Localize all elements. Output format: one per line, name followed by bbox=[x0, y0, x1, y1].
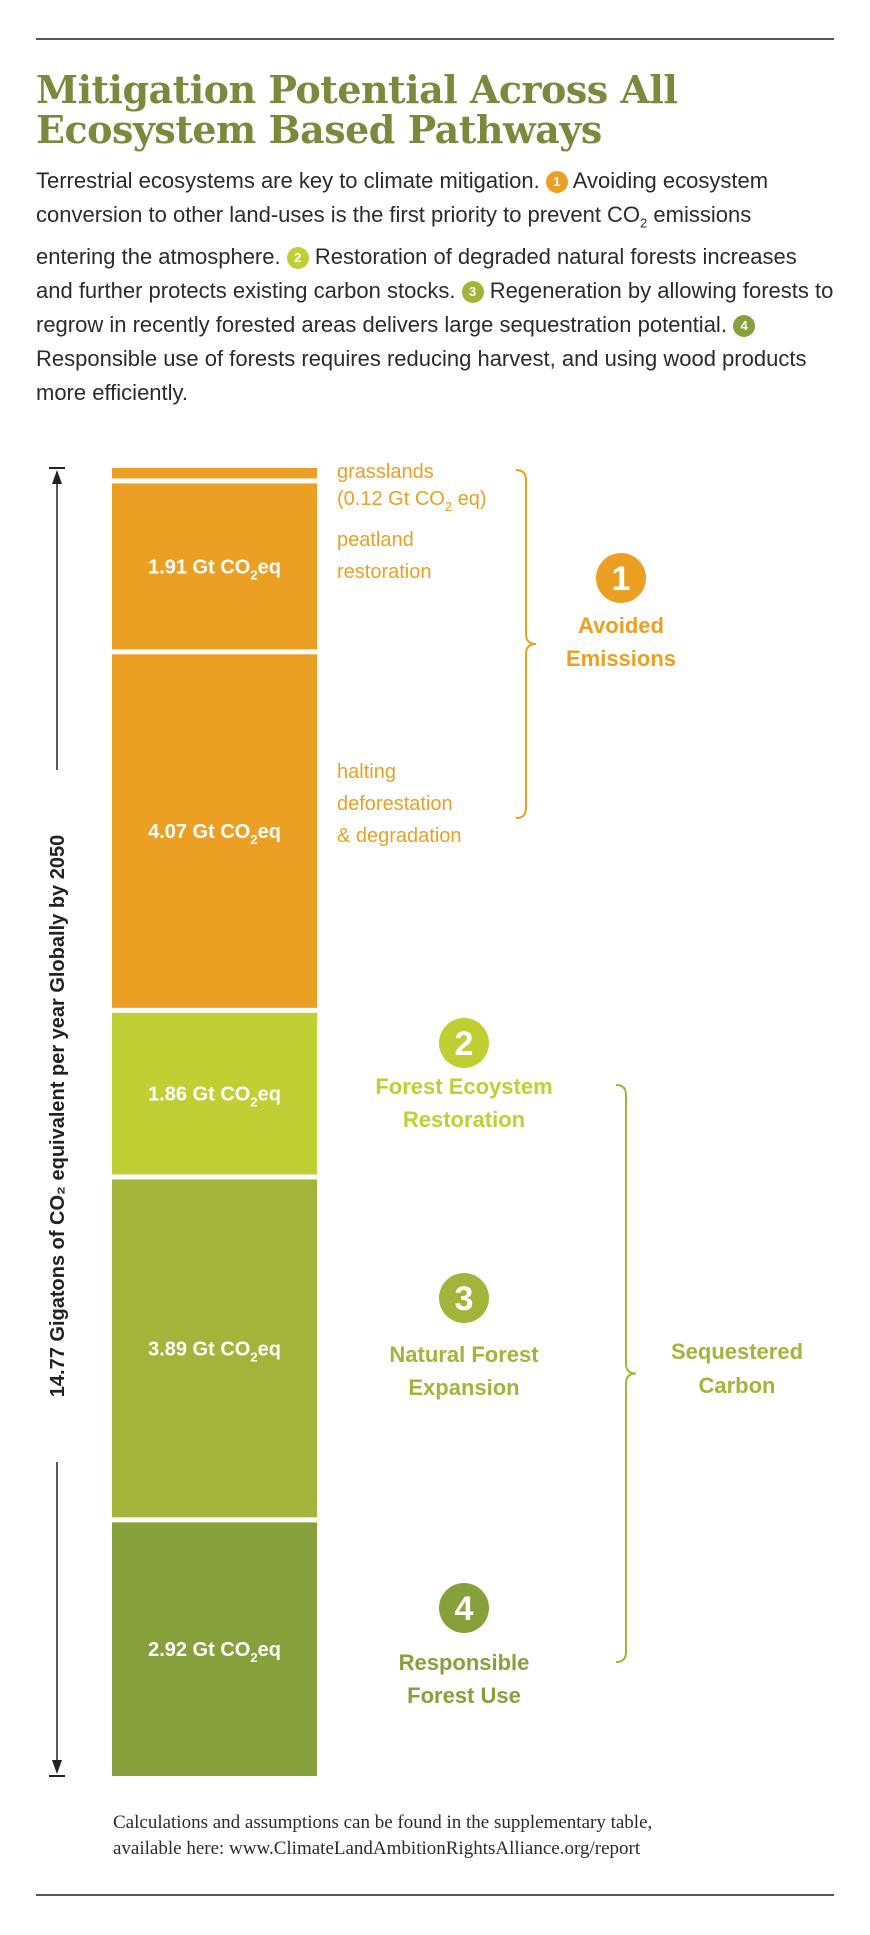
group-4-number-icon bbox=[439, 1583, 489, 1633]
category-labels: grasslands (0.12 Gt CO2 eq) peatland restor… bbox=[337, 461, 487, 847]
sequestered-label-line-2: Carbon bbox=[699, 1373, 776, 1398]
top-rule bbox=[36, 38, 834, 40]
bar-natural-forest-expansion bbox=[112, 1179, 317, 1518]
group-3-number-icon bbox=[439, 1273, 489, 1323]
sequestered-carbon-bracket bbox=[615, 1084, 637, 1663]
intro-paragraph: Terrestrial ecosystems are key to climat… bbox=[36, 164, 836, 410]
category-label-grasslands: grasslands bbox=[337, 461, 434, 483]
bar-forest-ecoystem-restoration bbox=[112, 1012, 317, 1175]
category-label-peatland-1: peatland bbox=[337, 529, 414, 551]
number-2-badge-icon: 2 bbox=[286, 247, 309, 270]
axis-total-label: 14.77 Gigatons of CO₂ equivalent per yea… bbox=[47, 835, 69, 1397]
group-labels: 1 Avoided Emissions 2 Forest Ecoystem Restora… bbox=[375, 553, 676, 1708]
title-line-1: Mitigation Potential Across All bbox=[36, 67, 678, 112]
footer-note: Calculations and assumptions can be foun… bbox=[113, 1810, 833, 1862]
group-3-label-line-2: Expansion bbox=[408, 1375, 519, 1400]
category-label-halting-2: deforestation bbox=[337, 793, 453, 815]
group-2-label-line-2: Restoration bbox=[403, 1107, 525, 1132]
value-labels: 1.91 Gt CO2eq 4.07 Gt CO2eq 1.86 Gt CO2eq 3… bbox=[148, 556, 281, 1665]
category-label-halting-1: halting bbox=[337, 761, 396, 783]
group-3-number: 3 bbox=[455, 1280, 474, 1318]
bar-responsible-forest-use bbox=[112, 1522, 317, 1776]
avoided-emissions-bracket bbox=[515, 469, 537, 819]
category-label-peatland-2: restoration bbox=[337, 561, 432, 583]
category-label-grasslands-value: (0.12 Gt CO2 eq) bbox=[337, 488, 487, 514]
value-label-3: 1.86 Gt CO2eq bbox=[148, 1084, 281, 1110]
total-axis: 14.77 Gigatons of CO₂ equivalent per yea… bbox=[47, 467, 69, 1777]
group-4-number: 4 bbox=[455, 1590, 474, 1628]
axis-up-arrow-icon bbox=[52, 470, 62, 484]
group-1-number: 1 bbox=[612, 560, 631, 598]
intro-co2-subscript: 2 bbox=[640, 215, 648, 231]
value-label-1: 1.91 Gt CO2eq bbox=[148, 556, 281, 582]
sequestered-label-line-1: Sequestered bbox=[671, 1339, 803, 1364]
group-1-label-line-1: Avoided bbox=[578, 613, 664, 638]
page-title: Mitigation Potential Across All Ecosyste… bbox=[36, 70, 836, 150]
intro-sentence-1: Terrestrial ecosystems are key to climat… bbox=[36, 168, 540, 193]
footer-line-1: Calculations and assumptions can be foun… bbox=[113, 1812, 653, 1833]
group-4-label-line-2: Forest Use bbox=[407, 1683, 521, 1708]
title-line-2: Ecosystem Based Pathways bbox=[36, 107, 602, 152]
intro-sentence-5: Responsible use of forests requires redu… bbox=[36, 346, 807, 406]
group-3-label-line-1: Natural Forest bbox=[389, 1342, 539, 1367]
value-label-4: 3.89 Gt CO2eq bbox=[148, 1338, 281, 1364]
bar-peatland-restoration bbox=[112, 483, 317, 650]
category-label-halting-3: & degradation bbox=[337, 825, 462, 847]
number-1-badge-icon: 1 bbox=[545, 171, 568, 193]
bar-halting-deforestation-degradation bbox=[112, 654, 317, 1008]
group-2-number: 2 bbox=[455, 1025, 474, 1063]
value-label-2: 4.07 Gt CO2eq bbox=[148, 821, 281, 847]
group-2-number-icon bbox=[439, 1018, 489, 1068]
bar-segments bbox=[112, 468, 317, 1776]
number-3-badge-icon: 3 bbox=[461, 281, 484, 304]
bottom-rule bbox=[36, 1894, 834, 1896]
intro-sentence-2b: emissions entering the atmosphere. bbox=[36, 202, 752, 270]
group-4-label-line-1: Responsible bbox=[399, 1650, 530, 1675]
brackets: Sequestered Carbon bbox=[515, 469, 803, 1663]
group-1-number-icon bbox=[596, 553, 646, 603]
intro-sentence-4: Regeneration by allowing forests to regr… bbox=[36, 278, 834, 338]
group-2-label-line-1: Forest Ecoystem bbox=[375, 1074, 552, 1099]
group-1-label-line-2: Emissions bbox=[566, 646, 676, 671]
intro-sentence-3: Restoration of degraded natural forests … bbox=[36, 244, 797, 304]
number-4-badge-icon: 4 bbox=[733, 315, 756, 338]
bar-grasslands bbox=[112, 468, 317, 479]
intro-sentence-2a: Avoiding ecosystem conversion to other l… bbox=[36, 168, 769, 227]
footer-line-2: available here: www.ClimateLandAmbitionR… bbox=[113, 1838, 641, 1859]
axis-down-arrow-icon bbox=[52, 1760, 62, 1774]
value-label-5: 2.92 Gt CO2eq bbox=[148, 1639, 281, 1665]
